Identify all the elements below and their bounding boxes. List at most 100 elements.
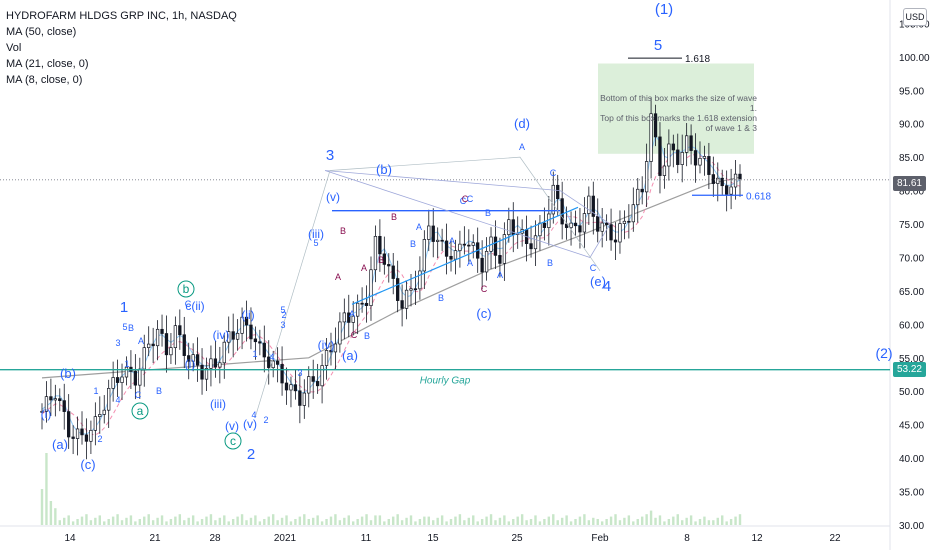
volume-bar xyxy=(640,516,644,525)
volume-bar xyxy=(667,519,671,525)
candle-body xyxy=(471,242,475,246)
candle-body xyxy=(458,243,462,251)
candle-body xyxy=(738,173,742,180)
volume-bar xyxy=(129,515,133,525)
candle-body xyxy=(378,235,382,255)
volume-bar xyxy=(440,515,444,525)
volume-bar xyxy=(703,516,706,525)
box-note-line: 1. xyxy=(750,103,757,113)
volume-bar xyxy=(271,514,275,525)
volume-bar xyxy=(538,521,542,525)
candle-body xyxy=(284,382,289,391)
volume-bar xyxy=(151,520,155,525)
candle-body xyxy=(698,157,702,166)
candle-body xyxy=(315,381,320,387)
wave-label: C xyxy=(590,263,597,273)
candle-body xyxy=(662,165,667,176)
candle-body xyxy=(396,278,400,301)
candle-body xyxy=(716,177,720,184)
candle-body xyxy=(333,343,338,353)
y-tick-label: 35.00 xyxy=(899,488,924,499)
candle-body xyxy=(280,364,284,384)
candle-body xyxy=(107,388,111,411)
y-tick-label: 95.00 xyxy=(899,86,924,97)
x-tick-label: 15 xyxy=(427,533,439,544)
volume-bar xyxy=(445,521,448,525)
candle-body xyxy=(191,354,195,362)
candle-body xyxy=(613,239,618,243)
volume-bar xyxy=(223,515,226,525)
x-tick-label: 21 xyxy=(149,533,161,544)
wave-label: B xyxy=(156,386,162,396)
volume-bar xyxy=(721,515,724,525)
candle-body xyxy=(338,321,342,345)
wave-label: (d) xyxy=(514,116,530,131)
fib-1618-label: 1.618 xyxy=(685,54,710,65)
wave-label: 2 xyxy=(263,415,268,425)
candle-body xyxy=(102,409,106,415)
wave-label: 5 xyxy=(313,238,318,248)
volume-bar xyxy=(676,514,679,525)
candle-body xyxy=(578,225,582,233)
volume-bar xyxy=(560,517,564,525)
candle-body xyxy=(467,244,471,247)
trend-line xyxy=(351,206,579,305)
candle-body xyxy=(320,365,324,387)
volume-bar xyxy=(534,515,537,525)
wave-circle xyxy=(131,402,149,420)
wave-label: 2 xyxy=(247,446,255,463)
volume-bar xyxy=(174,516,177,525)
indicator-ma50[interactable]: MA (50, close) xyxy=(6,26,77,38)
currency-button[interactable]: USD xyxy=(903,8,927,26)
wave-label: 3 xyxy=(326,147,334,164)
wave-label: (v) xyxy=(243,417,257,431)
volume-bar xyxy=(405,517,408,525)
indicator-vol[interactable]: Vol xyxy=(6,42,22,54)
volume-bar xyxy=(587,520,591,525)
candle-body xyxy=(195,354,200,366)
wave-label: 1 xyxy=(252,349,257,359)
y-tick-label: 75.00 xyxy=(899,220,924,231)
wave-label: (ii) xyxy=(241,308,254,322)
indicator-ma8[interactable]: MA (8, close, 0) xyxy=(6,74,83,86)
volume-bar xyxy=(209,514,213,525)
volume-bar xyxy=(298,516,302,525)
volume-bar xyxy=(596,519,599,525)
candle-body xyxy=(644,161,649,193)
candle-body xyxy=(627,220,631,223)
symbol-title[interactable]: HYDROFARM HLDGS GRP INC, 1h, NASDAQ xyxy=(6,10,237,22)
ma8-line xyxy=(41,135,741,435)
candle-body xyxy=(707,156,711,175)
volume-bar xyxy=(738,514,742,525)
volume-bar xyxy=(240,514,244,525)
wave-outline xyxy=(324,170,611,258)
volume-bar xyxy=(218,517,222,525)
volume-bar xyxy=(178,514,182,525)
volume-bar xyxy=(658,515,662,525)
candle-body xyxy=(484,250,489,273)
candle-body xyxy=(227,331,231,343)
candle-body xyxy=(89,429,93,442)
y-tick-label: 55.00 xyxy=(899,354,924,365)
volume-bar xyxy=(120,520,124,525)
wave-label: C xyxy=(462,194,469,204)
volume-bar xyxy=(147,514,150,525)
indicator-ma21[interactable]: MA (21, close, 0) xyxy=(6,58,89,70)
wave-label: C xyxy=(185,299,192,309)
volume-bar xyxy=(578,516,582,525)
candle-body xyxy=(618,223,622,243)
candle-body xyxy=(422,239,426,272)
candle-body xyxy=(84,434,89,442)
candle-body xyxy=(138,368,142,386)
volume-bar xyxy=(614,514,617,525)
candle-body xyxy=(160,328,164,334)
wave-label: 3 xyxy=(280,320,285,330)
wave-label: (b) xyxy=(60,366,76,381)
candle-body xyxy=(351,315,355,323)
wave-circle xyxy=(224,432,242,450)
wave-label: C xyxy=(351,330,358,340)
volume-bar xyxy=(71,521,75,525)
candle-body xyxy=(324,350,329,366)
volume-bar xyxy=(645,514,648,525)
